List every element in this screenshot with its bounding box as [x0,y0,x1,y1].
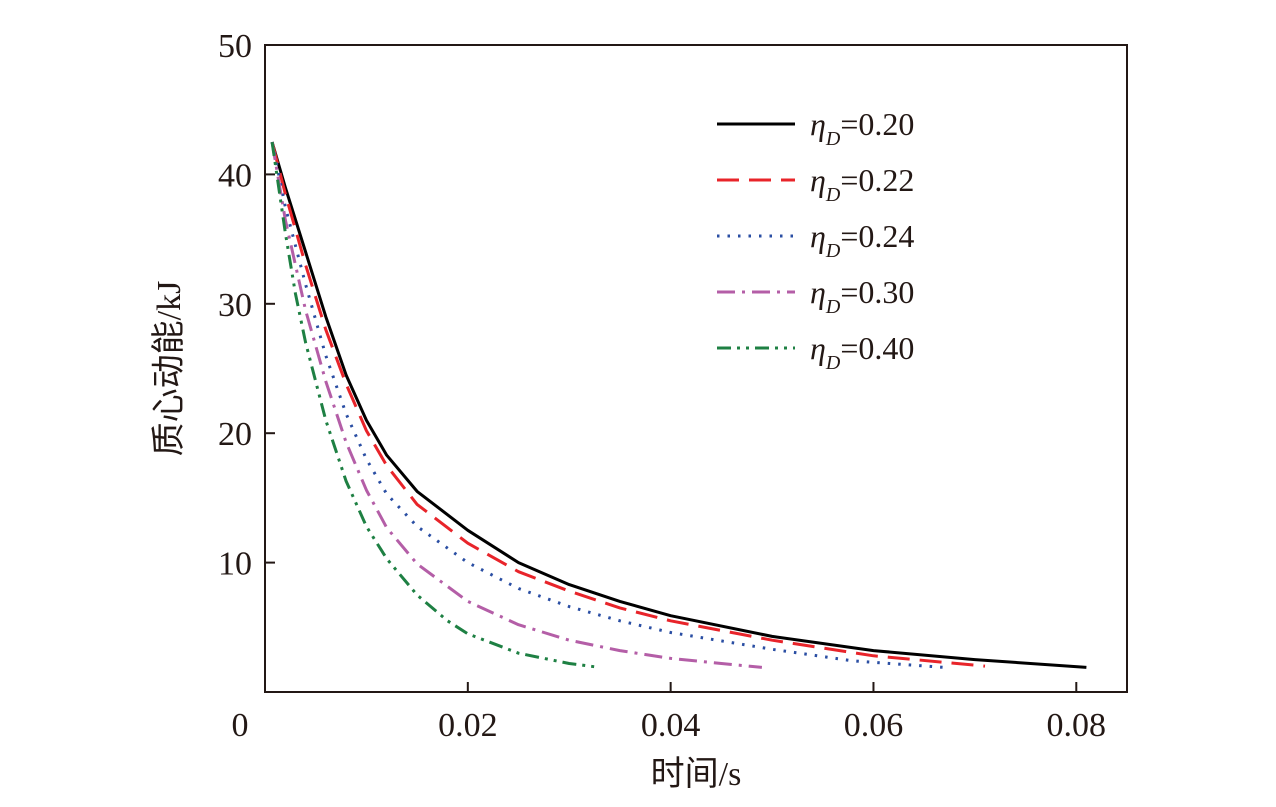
x-tick-label: 0.08 [1047,707,1107,744]
legend-label-2: ηD=0.22 [810,162,914,206]
tick-marks [265,173,1078,692]
y-tick-labels: 10 20 30 40 50 [218,28,252,583]
y-tick-label: 50 [218,28,252,65]
legend-label-4: ηD=0.30 [810,274,914,318]
y-tick-label: 20 [218,416,252,453]
x-tick-labels: 0 0.02 0.04 0.06 0.08 [232,707,1107,744]
x-tick-label: 0.04 [641,707,701,744]
legend-label-1: ηD=0.20 [810,106,914,150]
plot-frame [264,44,1128,693]
x-tick-label: 0.06 [844,707,904,744]
x-tick-label: 0.02 [438,707,498,744]
x-tick-label: 0 [232,707,249,744]
y-tick-label: 30 [218,287,252,324]
legend-label-3: ηD=0.24 [810,218,914,262]
legend-label-5: ηD=0.40 [810,330,914,374]
y-tick-label: 40 [218,157,252,194]
series-line-3 [270,141,945,669]
series-line-1 [270,141,1087,669]
x-axis-title: 时间/s [651,756,742,793]
series-layer [270,141,1087,669]
series-line-4 [270,141,763,669]
series-line-5 [270,141,600,669]
legend: ηD=0.20 ηD=0.22 ηD=0.24 ηD=0.30 ηD=0.40 [717,106,914,374]
y-axis-title: 质心动能/kJ [150,281,188,457]
series-line-2 [270,141,986,668]
y-tick-label: 10 [218,546,252,583]
